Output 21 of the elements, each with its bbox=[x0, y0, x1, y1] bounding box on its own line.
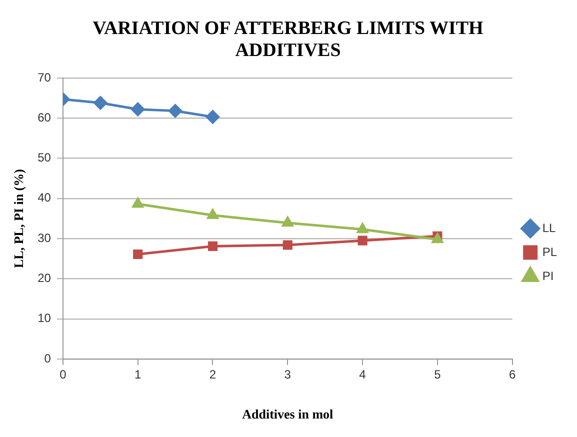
x-tick-label: 2 bbox=[209, 368, 216, 382]
y-tick-label: 20 bbox=[38, 271, 52, 286]
chart-title: VARIATION OF ATTERBERG LIMITS WITH ADDITIVES bbox=[92, 18, 484, 62]
x-tick-label: 6 bbox=[508, 368, 516, 382]
x-tick-label: 3 bbox=[284, 368, 292, 382]
x-tick-label: 0 bbox=[60, 368, 67, 382]
legend-label: PI bbox=[542, 268, 554, 283]
legend-label: PL bbox=[542, 244, 558, 259]
y-tick-label: 0 bbox=[44, 351, 52, 366]
y-tick-label: 30 bbox=[38, 230, 52, 245]
y-tick-label: 50 bbox=[38, 150, 52, 165]
y-tick-label: 70 bbox=[38, 70, 52, 84]
y-tick-label: 10 bbox=[38, 311, 52, 326]
y-axis-title: LL, PL, PI in (%) bbox=[11, 169, 26, 268]
x-tick-label: 5 bbox=[434, 368, 442, 382]
x-axis-title: Additives in mol bbox=[242, 406, 334, 422]
y-tick-label: 60 bbox=[38, 110, 52, 124]
x-tick-label: 4 bbox=[359, 368, 366, 382]
y-tick-label: 40 bbox=[38, 190, 52, 205]
legend-label: LL bbox=[542, 220, 556, 235]
x-tick-label: 1 bbox=[134, 368, 142, 382]
